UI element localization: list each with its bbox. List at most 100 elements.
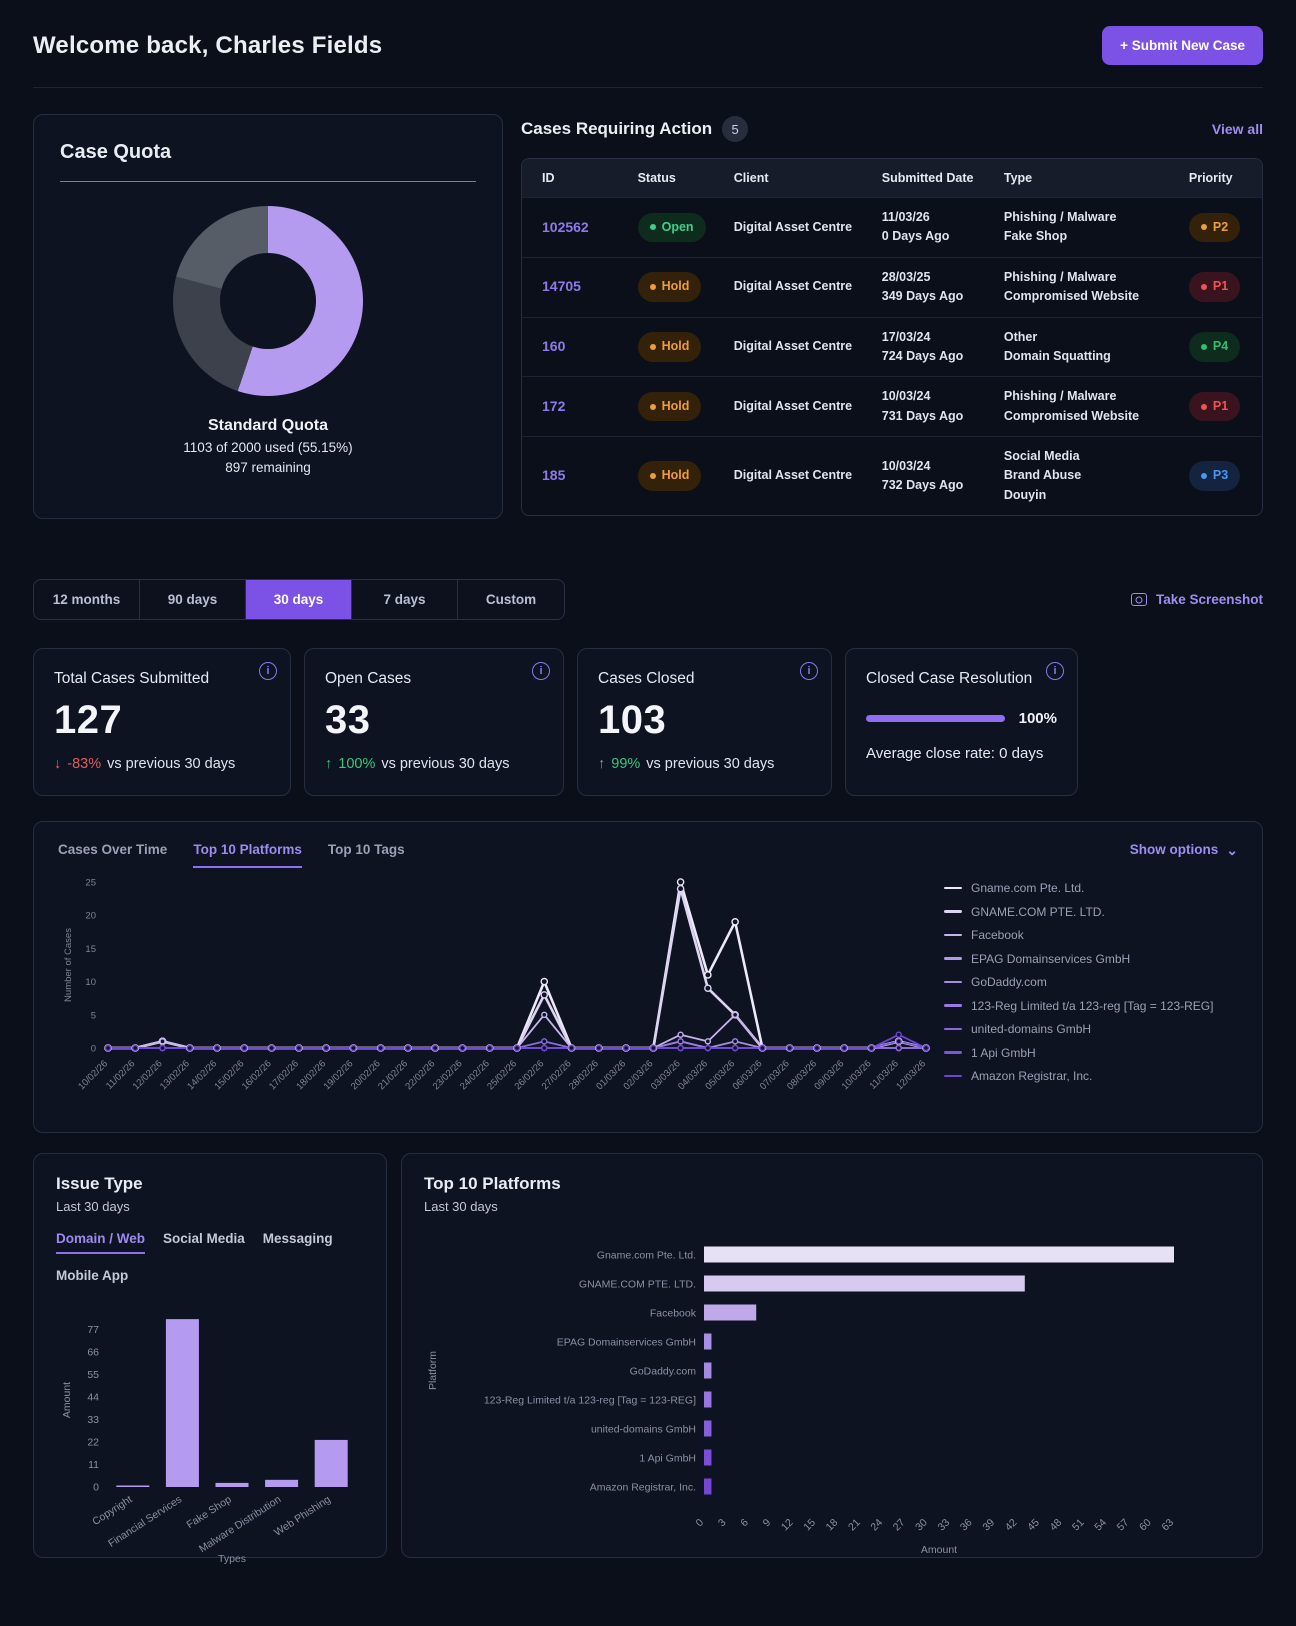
period-tab-7-days[interactable]: 7 days	[352, 580, 458, 619]
avg-close-rate: Average close rate: 0 days	[866, 745, 1044, 762]
svg-text:5: 5	[91, 1010, 96, 1021]
svg-text:Number of Cases: Number of Cases	[63, 928, 74, 1002]
svg-text:63: 63	[1159, 1517, 1176, 1534]
svg-text:Facebook: Facebook	[650, 1308, 697, 1320]
legend-item[interactable]: GoDaddy.com	[944, 975, 1230, 989]
status-dot-icon	[649, 343, 656, 350]
tab-top-10-tags[interactable]: Top 10 Tags	[327, 842, 405, 857]
svg-text:39: 39	[980, 1517, 997, 1534]
svg-text:30: 30	[913, 1517, 930, 1534]
priority-badge: P1	[1188, 391, 1241, 422]
quota-summary: Standard Quota 1103 of 2000 used (55.15%…	[60, 414, 476, 479]
table-row[interactable]: 102562 Open Digital Asset Centre 11/03/2…	[522, 197, 1262, 258]
quota-remaining: 897 remaining	[225, 460, 311, 476]
trend-chart-card: Cases Over Time Top 10 Platforms Top 10 …	[33, 821, 1263, 1133]
tab-social-media[interactable]: Social Media	[163, 1231, 245, 1246]
period-tab-12-months[interactable]: 12 months	[34, 580, 140, 619]
date-cell: 11/03/26 0 Days Ago	[869, 197, 992, 258]
period-tab-custom[interactable]: Custom	[458, 580, 564, 619]
status-dot-icon	[649, 473, 656, 480]
legend-swatch	[944, 1051, 962, 1054]
status-dot-icon	[649, 403, 656, 410]
stat-delta: ↑ 99% vs previous 30 days	[598, 756, 775, 772]
client-cell: Digital Asset Centre	[721, 436, 870, 516]
col-status: Status	[625, 159, 722, 198]
svg-text:6: 6	[738, 1517, 751, 1530]
cases-header: Cases Requiring Action 5 View all	[521, 116, 1263, 142]
legend-item[interactable]: EPAG Domainservices GmbH	[944, 952, 1230, 966]
table-row[interactable]: 185 Hold Digital Asset Centre 10/03/24 73…	[522, 436, 1262, 516]
stat-delta: ↓ -83% vs previous 30 days	[54, 756, 236, 772]
status-dot-icon	[649, 224, 656, 231]
priority-dot-icon	[1200, 403, 1207, 410]
cases-requiring-action-section: Cases Requiring Action 5 View all ID Sta…	[521, 114, 1263, 519]
svg-text:36: 36	[958, 1517, 975, 1534]
tab-domain-web[interactable]: Domain / Web	[56, 1231, 146, 1254]
period-tab-30-days[interactable]: 30 days	[246, 580, 352, 619]
view-all-link[interactable]: View all	[1211, 121, 1263, 137]
svg-text:77: 77	[87, 1324, 99, 1336]
info-icon[interactable]: i	[1046, 662, 1064, 680]
legend-item[interactable]: united-domains GmbH	[944, 1022, 1230, 1036]
case-quota-title: Case Quota	[60, 141, 172, 163]
date-cell: 17/03/24 724 Days Ago	[869, 316, 992, 377]
table-row[interactable]: 160 Hold Digital Asset Centre 17/03/24 72…	[522, 316, 1262, 377]
bottom-row: Issue Type Last 30 days Domain / Web Soc…	[33, 1153, 1263, 1565]
stat-card-open-cases: i Open Cases 33 ↑ 100% vs previous 30 da…	[304, 648, 564, 796]
take-screenshot-link[interactable]: Take Screenshot	[1130, 592, 1263, 607]
submit-new-case-button[interactable]: + Submit New Case	[1102, 26, 1263, 65]
info-icon[interactable]: i	[800, 662, 818, 680]
quota-divider	[60, 181, 476, 182]
case-id-link[interactable]: 172	[542, 397, 566, 414]
col-submitted-date: Submitted Date	[869, 159, 992, 198]
tab-messaging[interactable]: Messaging	[262, 1231, 333, 1246]
case-id-link[interactable]: 185	[542, 467, 566, 484]
legend-item[interactable]: Amazon Registrar, Inc.	[944, 1069, 1230, 1083]
stat-delta: ↑ 100% vs previous 30 days	[325, 756, 510, 772]
legend-swatch	[944, 980, 962, 984]
svg-text:EPAG Domainservices GmbH: EPAG Domainservices GmbH	[557, 1337, 696, 1349]
svg-text:Gname.com Pte. Ltd.: Gname.com Pte. Ltd.	[597, 1250, 696, 1262]
case-id-link[interactable]: 102562	[542, 218, 589, 235]
stat-card-cases-closed: i Cases Closed 103 ↑ 99% vs previous 30 …	[577, 648, 832, 796]
table-row[interactable]: 14705 Hold Digital Asset Centre 28/03/25…	[522, 256, 1262, 317]
tab-mobile-app[interactable]: Mobile App	[56, 1268, 129, 1283]
svg-text:55: 55	[87, 1369, 99, 1381]
header-divider	[33, 87, 1263, 88]
col-type: Type	[991, 159, 1177, 198]
col-priority: Priority	[1176, 159, 1262, 198]
show-options-dropdown[interactable]: Show options ⌄	[1129, 841, 1238, 858]
table-row[interactable]: 172 Hold Digital Asset Centre 10/03/24 73…	[522, 376, 1262, 437]
col-id: ID	[522, 159, 626, 198]
stat-label: Closed Case Resolution	[866, 670, 1033, 687]
info-icon[interactable]: i	[532, 662, 550, 680]
progress-percent: 100%	[1018, 710, 1057, 727]
period-tab-90-days[interactable]: 90 days	[140, 580, 246, 619]
priority-dot-icon	[1200, 224, 1207, 231]
priority-badge: P1	[1188, 272, 1241, 302]
client-cell: Digital Asset Centre	[721, 256, 870, 317]
type-cell: Phishing / Malware Compromised Website	[991, 376, 1177, 437]
case-id-link[interactable]: 14705	[542, 278, 581, 295]
info-icon[interactable]: i	[259, 662, 277, 680]
legend-item[interactable]: 1 Api GmbH	[944, 1046, 1230, 1060]
svg-text:1 Api GmbH: 1 Api GmbH	[639, 1453, 696, 1465]
legend-item[interactable]: 123-Reg Limited t/a 123-reg [Tag = 123-R…	[944, 999, 1230, 1013]
legend-item[interactable]: Gname.com Pte. Ltd.	[944, 881, 1230, 895]
svg-text:22: 22	[87, 1436, 99, 1448]
type-cell: Other Domain Squatting	[991, 316, 1177, 377]
svg-text:15: 15	[85, 944, 96, 955]
tab-cases-over-time[interactable]: Cases Over Time	[58, 842, 168, 857]
legend-item[interactable]: GNAME.COM PTE. LTD.	[944, 905, 1230, 919]
progress-bar	[866, 715, 1005, 722]
svg-text:25: 25	[85, 878, 96, 889]
top-platforms-title: Top 10 Platforms	[424, 1174, 561, 1193]
tab-top-10-platforms[interactable]: Top 10 Platforms	[193, 842, 302, 868]
date-cell: 10/03/24 732 Days Ago	[869, 436, 992, 516]
case-id-link[interactable]: 160	[542, 338, 566, 355]
legend-item[interactable]: Facebook	[944, 928, 1230, 942]
legend-swatch	[944, 1004, 962, 1007]
status-dot-icon	[649, 284, 656, 291]
arrow-down-icon: ↓	[54, 756, 62, 772]
trend-chart-body: 0 5 10 15 20 25 10/02/26 11/02/26 12/02/26 13/02/…	[58, 870, 1238, 1112]
